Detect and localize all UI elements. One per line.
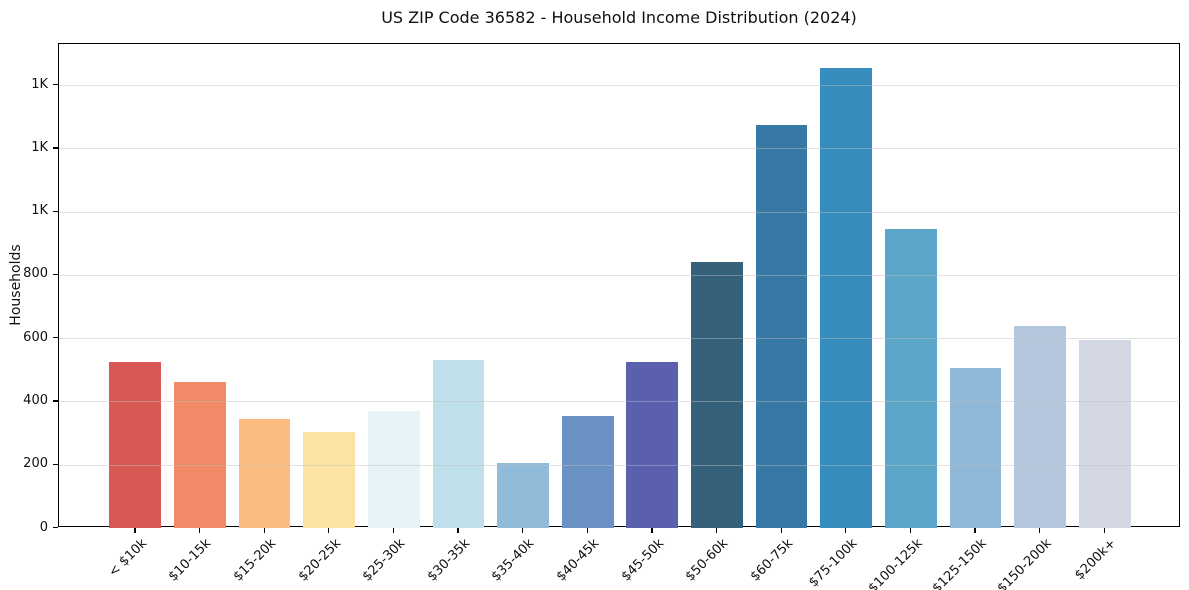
x-tick-mark xyxy=(1103,528,1105,533)
y-axis-label: Households xyxy=(8,244,24,326)
y-tick-label: 600 xyxy=(23,329,48,345)
x-tick-mark xyxy=(522,528,524,533)
gridline xyxy=(59,85,1181,87)
x-tick-mark xyxy=(974,528,976,533)
gridline xyxy=(59,401,1181,403)
bar xyxy=(561,415,614,528)
bar xyxy=(303,431,356,528)
x-tick-mark xyxy=(198,528,201,533)
bar xyxy=(1078,339,1131,528)
bar xyxy=(691,262,743,528)
y-tick-mark xyxy=(53,400,58,402)
x-tick-mark xyxy=(134,528,136,533)
bar xyxy=(820,67,873,528)
bar xyxy=(884,229,937,528)
gridline xyxy=(59,274,1181,276)
y-tick-mark xyxy=(53,147,58,149)
y-tick-mark xyxy=(53,527,58,529)
plot-area xyxy=(58,43,1181,528)
bar xyxy=(626,361,679,528)
y-tick-mark xyxy=(53,337,58,339)
x-tick-mark xyxy=(263,528,265,533)
x-tick-mark xyxy=(780,528,782,533)
bar xyxy=(432,360,485,528)
y-tick-mark xyxy=(53,463,58,465)
bar xyxy=(238,418,291,528)
x-tick-mark xyxy=(909,528,911,533)
y-tick-mark xyxy=(53,273,58,276)
x-tick-mark xyxy=(845,528,847,533)
gridline xyxy=(59,464,1181,466)
bar xyxy=(174,382,226,528)
x-tick-mark xyxy=(715,528,718,533)
y-tick-label: 1K xyxy=(31,76,48,92)
x-tick-mark xyxy=(392,528,394,533)
bar xyxy=(367,410,420,528)
x-tick-mark xyxy=(586,528,588,533)
chart-title: US ZIP Code 36582 - Household Income Dis… xyxy=(381,8,857,27)
gridline xyxy=(59,148,1181,150)
y-tick-label: 200 xyxy=(23,456,48,472)
bar xyxy=(1014,325,1066,528)
y-tick-mark xyxy=(53,84,58,86)
x-tick-mark xyxy=(457,528,459,533)
bar xyxy=(949,368,1002,528)
y-tick-mark xyxy=(53,210,58,212)
gridline xyxy=(59,338,1181,340)
bar xyxy=(497,463,549,528)
gridline xyxy=(59,211,1181,213)
y-tick-label: 1K xyxy=(31,203,48,219)
y-tick-label: 1K xyxy=(31,139,48,155)
bar xyxy=(109,361,162,528)
y-tick-label: 0 xyxy=(39,519,48,535)
bar xyxy=(755,124,808,528)
x-tick-mark xyxy=(1039,528,1041,533)
y-tick-label: 400 xyxy=(23,392,48,408)
x-tick-mark xyxy=(651,528,653,533)
x-tick-mark xyxy=(328,528,330,533)
y-tick-label: 800 xyxy=(23,266,48,282)
